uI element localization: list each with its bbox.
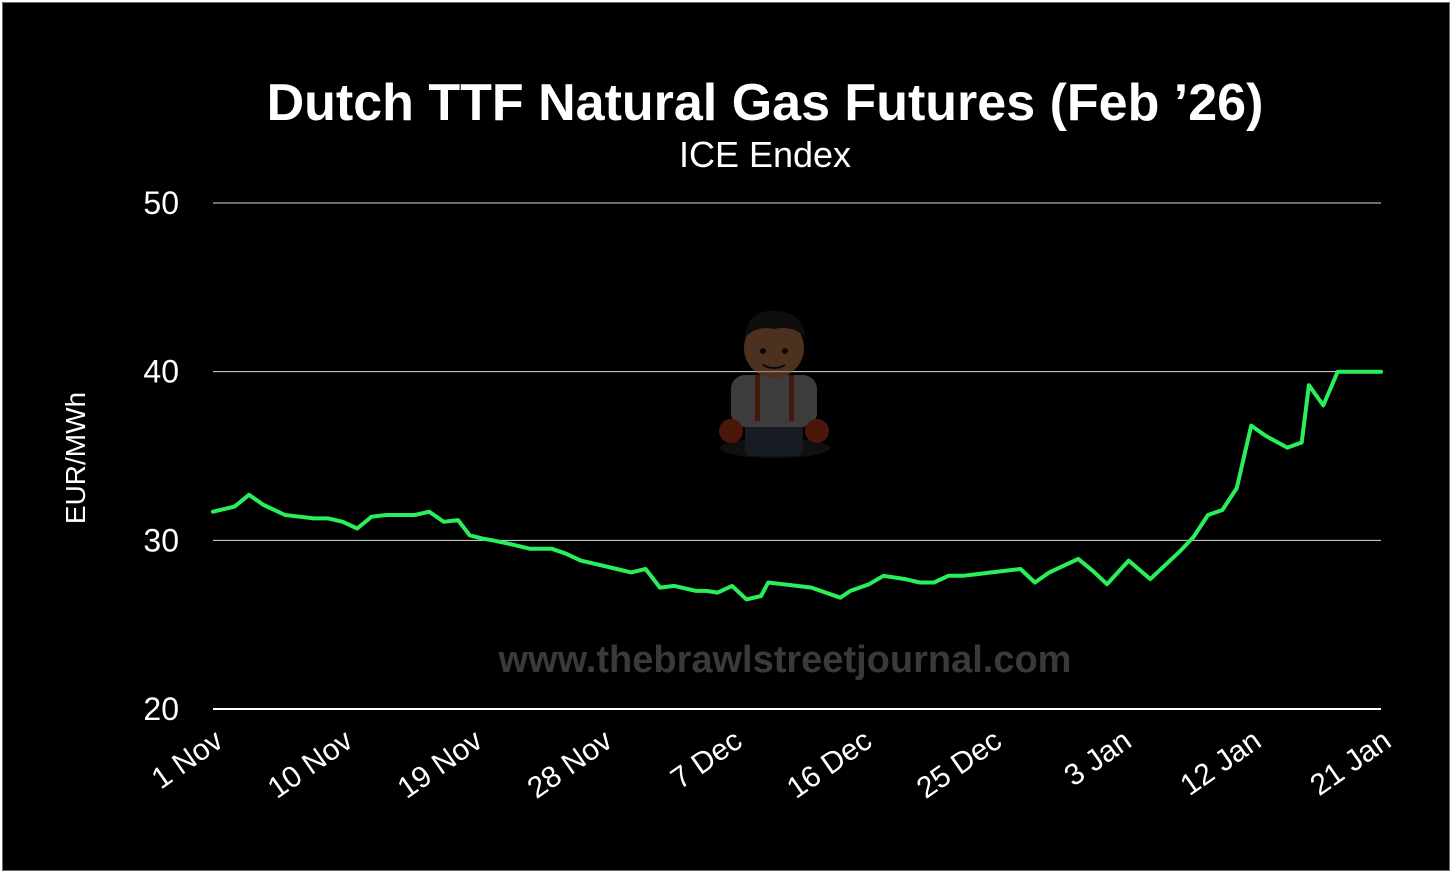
chart-svg: Dutch TTF Natural Gas Futures (Feb ’26) … bbox=[60, 74, 1397, 806]
y-axis-ticks: 20 30 40 50 bbox=[143, 185, 179, 727]
data-points bbox=[212, 371, 1382, 600]
chart-subtitle: ICE Endex bbox=[679, 134, 851, 175]
x-axis-ticks: 1 Nov 10 Nov 19 Nov 28 Nov 7 Dec 16 Dec 25 Dec… bbox=[146, 724, 1397, 806]
x-tick-label: 25 Dec bbox=[911, 724, 1008, 806]
x-tick-label: 19 Nov bbox=[392, 724, 489, 806]
y-tick-label: 30 bbox=[143, 522, 179, 558]
x-tick-label: 12 Jan bbox=[1175, 724, 1268, 803]
x-tick-label: 3 Jan bbox=[1058, 724, 1137, 793]
x-tick-label: 7 Dec bbox=[665, 724, 748, 796]
x-tick-label: 16 Dec bbox=[781, 724, 878, 806]
gridlines bbox=[213, 202, 1381, 710]
y-axis-label: EUR/MWh bbox=[60, 392, 91, 524]
x-tick-label: 1 Nov bbox=[146, 724, 229, 796]
cartoon-brawler-mascot-icon bbox=[719, 310, 830, 458]
x-tick-label: 10 Nov bbox=[262, 724, 359, 806]
y-tick-label: 50 bbox=[143, 185, 179, 221]
y-tick-label: 20 bbox=[143, 691, 179, 727]
y-tick-label: 40 bbox=[143, 354, 179, 390]
x-tick-label: 28 Nov bbox=[522, 724, 619, 806]
x-tick-label: 21 Jan bbox=[1304, 724, 1397, 803]
chart-title: Dutch TTF Natural Gas Futures (Feb ’26) bbox=[267, 74, 1264, 132]
watermark-text: www.thebrawlstreetjournal.com bbox=[498, 639, 1072, 681]
